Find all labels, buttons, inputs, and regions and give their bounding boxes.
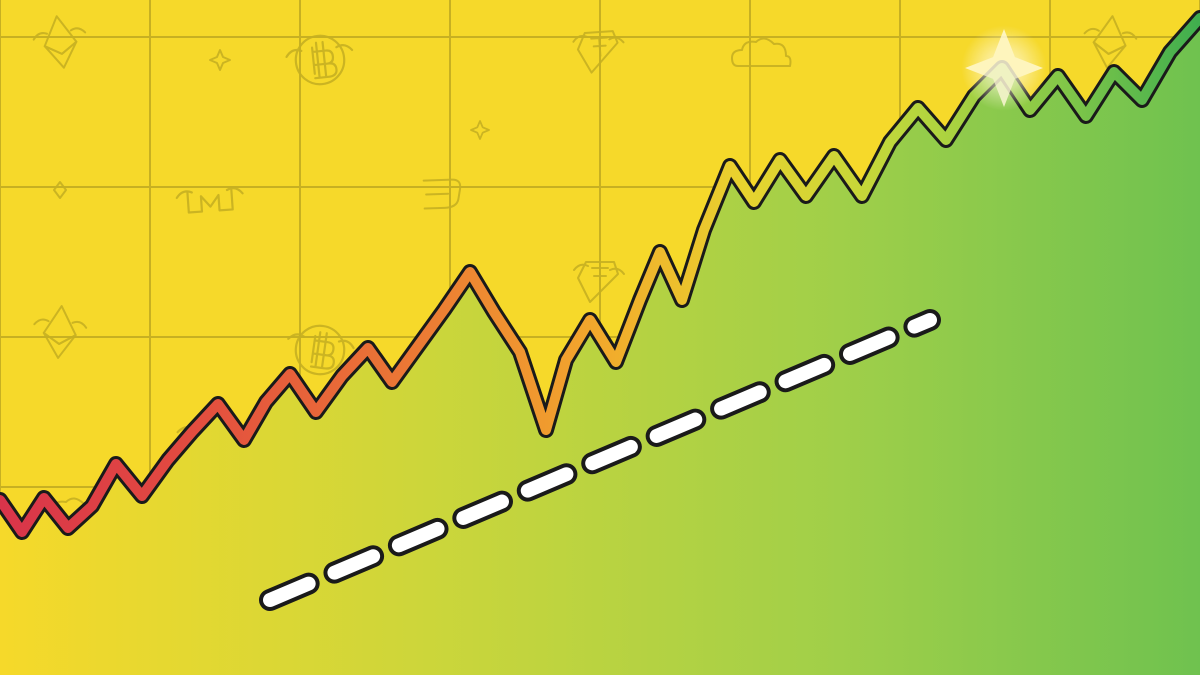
sparkle-icon — [961, 25, 1047, 111]
crypto-trend-illustration — [0, 0, 1200, 675]
chart-svg — [0, 0, 1200, 675]
